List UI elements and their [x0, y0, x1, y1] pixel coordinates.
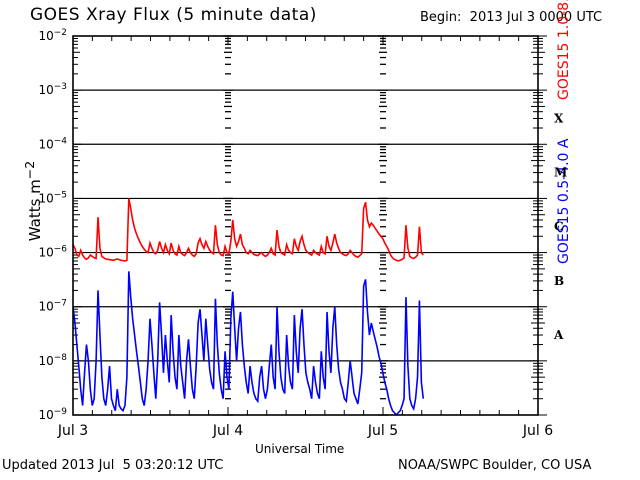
- svg-text:M: M: [554, 166, 567, 180]
- svg-text:10−6: 10−6: [38, 245, 67, 260]
- series-short-channel: [73, 271, 425, 415]
- x-axis-label: Universal Time: [255, 442, 345, 456]
- svg-text:10−4: 10−4: [38, 136, 67, 151]
- svg-text:10−5: 10−5: [38, 190, 67, 205]
- minor-ticks-group: [73, 35, 547, 416]
- x-tick-labels-group: Jul 3 Jul 4 Jul 5 Jul 6: [57, 423, 553, 439]
- svg-text:Jul 4: Jul 4: [212, 423, 243, 439]
- svg-text:Jul 6: Jul 6: [522, 423, 553, 439]
- gridlines-group: [73, 89, 538, 362]
- plot-frame: [72, 35, 539, 416]
- svg-text:10−8: 10−8: [38, 353, 67, 368]
- svg-text:B: B: [554, 274, 564, 288]
- svg-text:X: X: [554, 111, 564, 125]
- svg-text:Jul 3: Jul 3: [57, 423, 88, 439]
- begin-label: Begin:: [420, 10, 462, 25]
- x-ticks-group: [72, 36, 539, 415]
- svg-text:C: C: [554, 220, 564, 234]
- series-long-channel: [73, 198, 424, 262]
- begin-value: 2013 Jul 3 0000 UTC: [469, 10, 603, 25]
- page-title: GOES Xray Flux (5 minute data): [30, 5, 317, 25]
- y-tick-labels-group: 10−2 10−3 10−4 10−5 10−6 10−7 10−8 10−9: [38, 28, 67, 422]
- svg-text:10−2: 10−2: [38, 28, 67, 43]
- updated-timestamp: Updated 2013 Jul 5 03:20:12 UTC: [2, 458, 224, 473]
- svg-text:10−7: 10−7: [38, 299, 67, 314]
- begin-time-text: Begin: 2013 Jul 3 0000 UTC: [420, 10, 602, 25]
- svg-text:A: A: [553, 328, 564, 342]
- svg-text:Jul 5: Jul 5: [367, 423, 398, 439]
- day-boundary-ticks: [223, 35, 388, 416]
- flare-class-labels: X M C B A: [553, 111, 567, 342]
- credit-text: NOAA/SWPC Boulder, CO USA: [398, 458, 592, 473]
- svg-text:10−9: 10−9: [38, 407, 67, 422]
- svg-text:10−3: 10−3: [38, 82, 67, 97]
